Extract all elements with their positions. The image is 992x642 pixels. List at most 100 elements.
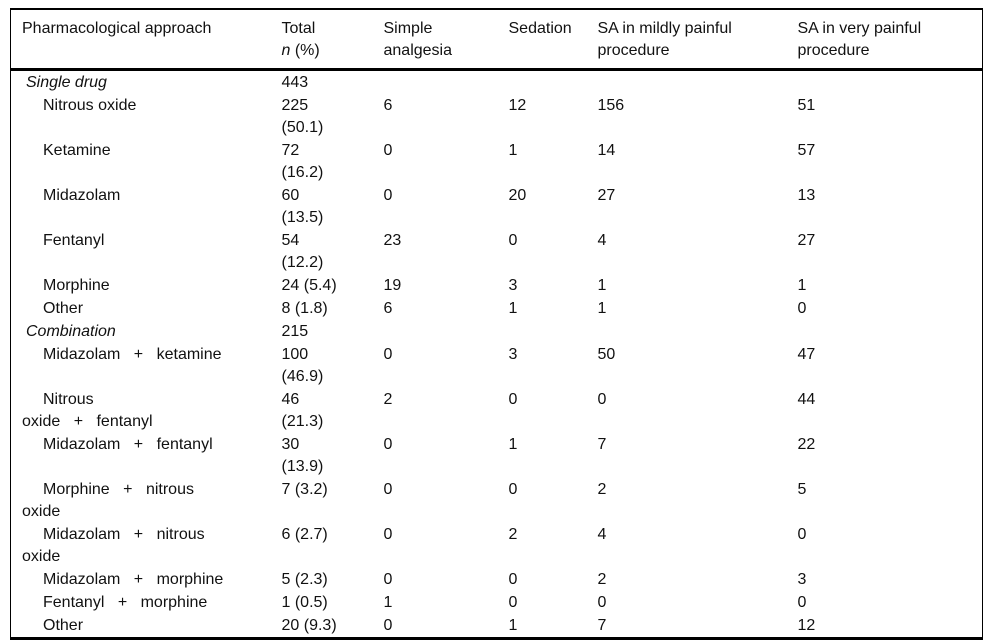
cell-sa-mild: 14 [597,142,616,159]
col-header-total: Total n (%) [281,9,384,71]
cell-simple-analgesia: 0 [383,526,393,543]
cell-sa-mild: 2 [597,571,607,588]
table-row: Midazolam + ketamine 100 (46.9) 0 3 50 47 [11,343,983,388]
cell-simple-analgesia: 6 [383,97,393,114]
cell-simple-analgesia: 0 [383,481,393,498]
total-label: Total [281,20,316,37]
cell-simple-analgesia: 0 [383,617,393,634]
cell-sedation: 2 [508,526,518,543]
cell-sedation: 20 [508,187,527,204]
table-row: Combination 215 [11,320,983,343]
cell-sa-mild [598,320,798,343]
cell-approach: Midazolam [43,187,121,204]
cell-sa-very [798,70,983,95]
cell-sa-mild: 4 [597,232,607,249]
cell-total: 5 (2.3) [281,571,328,588]
cell-approach: Morphine + nitrous oxide [22,481,194,520]
cell-simple-analgesia: 1 [383,594,393,611]
table-row: Midazolam + nitrous oxide 6 (2.7) 0 2 4 0 [11,523,983,568]
cell-simple-analgesia: 0 [383,436,393,453]
cell-sedation: 0 [508,481,518,498]
cell-sa-mild: 7 [597,436,607,453]
cell-simple-analgesia: 0 [383,142,393,159]
cell-approach: Other [43,300,84,317]
cell-sedation: 1 [508,436,518,453]
cell-total: 7 (3.2) [281,481,328,498]
cell-simple-analgesia: 0 [383,571,393,588]
col-header-simple-analgesia: Simple analgesia [383,9,509,71]
cell-sa-very: 5 [797,481,807,498]
cell-sedation: 0 [508,571,518,588]
cell-simple-analgesia: 23 [383,232,402,249]
cell-total: 215 [281,323,309,340]
cell-sa-mild: 0 [597,594,607,611]
cell-sa-very: 3 [797,571,807,588]
table-row: Single drug 443 [11,70,983,95]
cell-sedation: 1 [508,617,518,634]
table-row: Midazolam + morphine 5 (2.3) 0 0 2 3 [11,568,983,591]
table-row: Other 20 (9.3) 0 1 7 12 [11,614,983,639]
cell-sa-very [798,320,983,343]
cell-approach: Nitrous oxide [43,97,137,114]
cell-sa-very: 0 [797,300,807,317]
cell-sa-mild: 156 [597,97,625,114]
cell-total: 24 (5.4) [281,277,337,294]
header-row: Pharmacological approach Total n (%) Simp… [10,9,983,71]
table-row: Morphine + nitrous oxide 7 (3.2) 0 0 2 5 [11,478,983,523]
cell-sa-very: 13 [797,187,816,204]
table-row: Nitrous oxide 225 (50.1) 6 12 156 51 [11,94,983,139]
total-percent: (%) [290,42,320,59]
cell-sa-very: 51 [797,97,816,114]
cell-approach: Midazolam + fentanyl [43,436,213,453]
col-header-sa-very-painful: SA in very painful procedure [797,9,983,71]
cell-sa-very: 57 [797,142,816,159]
cell-approach: Other [43,617,84,634]
total-n-italic: n [281,42,291,59]
cell-sa-very: 0 [797,526,807,543]
cell-sedation: 0 [508,594,518,611]
cell-sedation: 12 [508,97,527,114]
cell-approach: Morphine [43,277,110,294]
cell-sa-very: 1 [797,277,807,294]
cell-total: 8 (1.8) [281,300,328,317]
col-header-sa-mildly-painful: SA in mildly painful procedure [597,9,798,71]
cell-sa-very: 44 [797,391,816,408]
cell-sedation: 3 [508,277,518,294]
cell-approach: Combination [26,323,116,340]
cell-total: 443 [281,74,309,91]
table-row: Morphine 24 (5.4) 19 3 1 1 [11,274,983,297]
cell-sa-mild: 0 [597,391,607,408]
cell-total: 54 (12.2) [281,232,324,271]
col-header-sedation: Sedation [508,9,598,71]
cell-simple-analgesia: 6 [383,300,393,317]
cell-simple-analgesia: 0 [383,346,393,363]
cell-simple-analgesia [384,320,509,343]
cell-sa-mild: 1 [597,277,607,294]
cell-sa-mild: 7 [597,617,607,634]
cell-total: 100 (46.9) [281,346,324,385]
col-header-pharmacological-approach: Pharmacological approach [10,9,282,71]
cell-approach: Single drug [26,74,107,91]
cell-total: 30 (13.9) [281,436,324,475]
cell-sa-mild: 4 [597,526,607,543]
cell-approach: Midazolam + ketamine [43,346,222,363]
table-row: Midazolam 60 (13.5) 0 20 27 13 [11,184,983,229]
cell-total: 60 (13.5) [281,187,324,226]
cell-approach: Midazolam + nitrous oxide [22,526,205,565]
cell-sa-mild: 27 [597,187,616,204]
cell-total: 72 (16.2) [281,142,324,181]
cell-sedation: 1 [508,300,518,317]
table-row: Fentanyl 54 (12.2) 23 0 4 27 [11,229,983,274]
table-row: Midazolam + fentanyl 30 (13.9) 0 1 7 22 [11,433,983,478]
table-row: Nitrous oxide + fentanyl 46 (21.3) 2 0 0 44 [11,388,983,433]
cell-simple-analgesia: 2 [383,391,393,408]
cell-sa-very: 12 [797,617,816,634]
paper-table-container: Pharmacological approach Total n (%) Simp… [10,8,983,640]
cell-sedation [509,320,598,343]
cell-total: 46 (21.3) [281,391,324,430]
cell-simple-analgesia: 0 [383,187,393,204]
cell-total: 6 (2.7) [281,526,328,543]
table-row: Fentanyl + morphine 1 (0.5) 1 0 0 0 [11,591,983,614]
table-row: Other 8 (1.8) 6 1 1 0 [11,297,983,320]
cell-sedation: 3 [508,346,518,363]
